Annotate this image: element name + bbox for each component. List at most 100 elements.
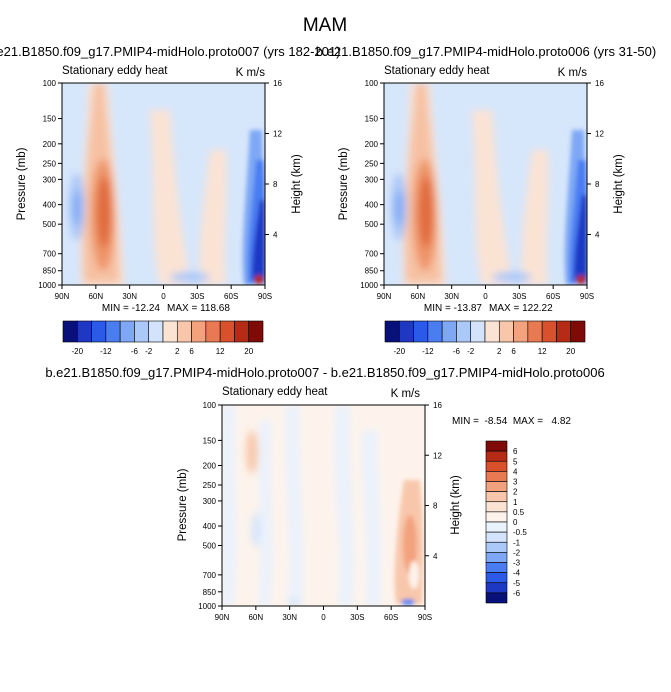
panel-1-y-right-tick-label: 16 — [273, 79, 282, 88]
panel-3-x-tick-label: 90N — [215, 613, 230, 622]
colorbar-top-right-label: 6 — [511, 347, 516, 356]
colorbar-top-left-swatch — [176, 320, 192, 343]
panel-1: b.e21.B1850.f09_g17.PMIP4-midHolo.proto0… — [0, 44, 340, 314]
panel-2-y-tick-label: 150 — [365, 115, 379, 124]
panel-3-y-tick-label: 700 — [203, 571, 217, 580]
panel-1-dark-blue-core-south — [252, 200, 265, 280]
panel-3-blue-band-4 — [334, 405, 354, 606]
colorbar-bottom-swatch — [485, 582, 508, 594]
panel-2-y-tick-label: 1000 — [360, 281, 378, 290]
colorbar-top-right-label: -12 — [422, 347, 434, 356]
panel-2-y-tick-label: 300 — [365, 175, 379, 184]
panel-2-x-tick-label: 60S — [546, 292, 560, 301]
panel-1-right-string: K m/s — [236, 67, 266, 79]
colorbar-bottom-label: -2 — [513, 548, 521, 557]
colorbar-top-left-swatch — [205, 320, 221, 343]
panel-3-y-right-label: Height (km) — [450, 475, 462, 535]
colorbar-bottom-swatch — [485, 572, 508, 584]
panel-3-y-tick-label: 500 — [203, 541, 217, 550]
panel-2-blue-blob-nh-core — [395, 190, 403, 226]
panel-1-y-tick-label: 200 — [43, 140, 57, 149]
colorbar-bottom-swatch — [485, 521, 508, 533]
colorbar-top-left-swatch — [219, 320, 235, 343]
colorbar-top-left-label: 6 — [189, 347, 194, 356]
panel-2-x-tick-label: 90N — [377, 292, 392, 301]
panel-1-peach-band-tropics — [150, 110, 190, 285]
colorbar-top-right-swatch — [484, 320, 500, 343]
colorbar-top-left-swatch — [234, 320, 250, 343]
panel-3-y-tick-label: 250 — [203, 481, 217, 490]
colorbar-bottom-swatch — [485, 460, 508, 472]
colorbar-top-left-swatch — [76, 320, 92, 343]
panel-1-peach-band-south — [199, 150, 227, 285]
panel-3-blue-band-1 — [222, 405, 237, 606]
panel-1-y-tick-label: 400 — [43, 201, 57, 210]
colorbar-top-right-label: -2 — [467, 347, 475, 356]
panel-3-y-tick-label: 850 — [203, 588, 217, 597]
panel-1-y-tick-label: 700 — [43, 250, 57, 259]
panel-2-y-tick-label: 100 — [365, 79, 379, 88]
colorbar-bottom-label: -4 — [513, 569, 521, 578]
colorbar-top-right-label: -6 — [453, 347, 461, 356]
panel-2-x-axis: 90N 60N 30N 0 30S 60S 90S — [377, 285, 594, 301]
colorbar-bottom-swatch — [485, 541, 508, 553]
colorbar-bottom-label: -3 — [513, 559, 521, 568]
panel-3-y-tick-label: 1000 — [198, 602, 216, 611]
panel-1-y-right-tick-label: 12 — [273, 130, 282, 139]
colorbar-top-right-swatch — [498, 320, 514, 343]
panel-1-y-tick-label: 1000 — [38, 281, 56, 290]
panel-3-blue-blob-low — [288, 598, 300, 606]
panel-1-x-tick-label: 30S — [190, 292, 204, 301]
panel-2-right-string: K m/s — [558, 67, 588, 79]
colorbar-top-right: -20 -12 -6 -2 2 6 12 20 — [384, 320, 586, 356]
figure-title: MAM — [303, 15, 347, 36]
colorbar-top-left-swatch — [191, 320, 207, 343]
panel-3-light-streak — [409, 561, 419, 589]
panel-2-y-right-tick-label: 4 — [595, 231, 600, 240]
panel-1-y-right-tick-label: 4 — [273, 231, 278, 240]
panel-1-min-label: MIN = -12.24 — [102, 303, 161, 314]
panel-3-left-string: Stationary eddy heat — [222, 386, 328, 398]
panel-3-x-tick-label: 60S — [384, 613, 398, 622]
panel-2-y-right-tick-label: 12 — [595, 130, 604, 139]
panel-3-y-tick-label: 200 — [203, 462, 217, 471]
panel-2-peach-band-tropics — [472, 110, 512, 285]
panel-3-y-tick-label: 300 — [203, 497, 217, 506]
colorbar-top-right-swatch — [413, 320, 429, 343]
panel-1-x-axis: 90N 60N 30N 0 30S 60S 90S — [55, 285, 272, 301]
panel-1-y-tick-label: 150 — [43, 115, 57, 124]
panel-2-x-tick-label: 30S — [512, 292, 526, 301]
panel-2-blue-blob-low — [492, 272, 532, 282]
colorbar-bottom-label: 5 — [513, 457, 518, 466]
panel-1-x-tick-label: 90N — [55, 292, 70, 301]
panel-3-field — [222, 405, 425, 606]
panel-2-left-string: Stationary eddy heat — [384, 65, 490, 77]
colorbar-top-right-swatch — [570, 320, 586, 343]
colorbar-top-left-swatch — [148, 320, 164, 343]
panel-1-x-tick-label: 30N — [122, 292, 137, 301]
colorbar-bottom-label: -6 — [513, 589, 521, 598]
panel-1-y-tick-label: 300 — [43, 175, 57, 184]
colorbar-top-right-swatch — [384, 320, 400, 343]
panel-2-y-label: Pressure (mb) — [338, 147, 350, 220]
panel-3-y-right-tick-label: 12 — [433, 451, 442, 460]
panel-2: b.e21.B1850.f09_g17.PMIP4-midHolo.proto0… — [316, 44, 656, 314]
colorbar-top-right-swatch — [541, 320, 557, 343]
colorbar-top-left-swatch — [119, 320, 135, 343]
colorbar-top-right-swatch — [513, 320, 529, 343]
colorbar-top-left-swatch — [162, 320, 178, 343]
panel-3-blue-band-2 — [258, 420, 273, 606]
panel-3-y-axis: 100 150 200 250 300 400 500 700 850 1000 — [198, 401, 222, 611]
colorbar-top-right-swatch — [527, 320, 543, 343]
panel-3-x-tick-label: 90S — [418, 613, 432, 622]
panel-2-x-tick-label: 30N — [444, 292, 459, 301]
colorbar-bottom-label: 0 — [513, 518, 518, 527]
colorbar-bottom-label: 6 — [513, 447, 518, 456]
panel-3-x-tick-label: 30N — [282, 613, 297, 622]
colorbar-bottom-swatch — [485, 562, 508, 573]
colorbar-top-left-label: -12 — [100, 347, 112, 356]
panel-2-y-tick-label: 200 — [365, 140, 379, 149]
panel-3-y-tick-label: 100 — [203, 401, 217, 410]
panel-1-x-tick-label: 60S — [224, 292, 238, 301]
